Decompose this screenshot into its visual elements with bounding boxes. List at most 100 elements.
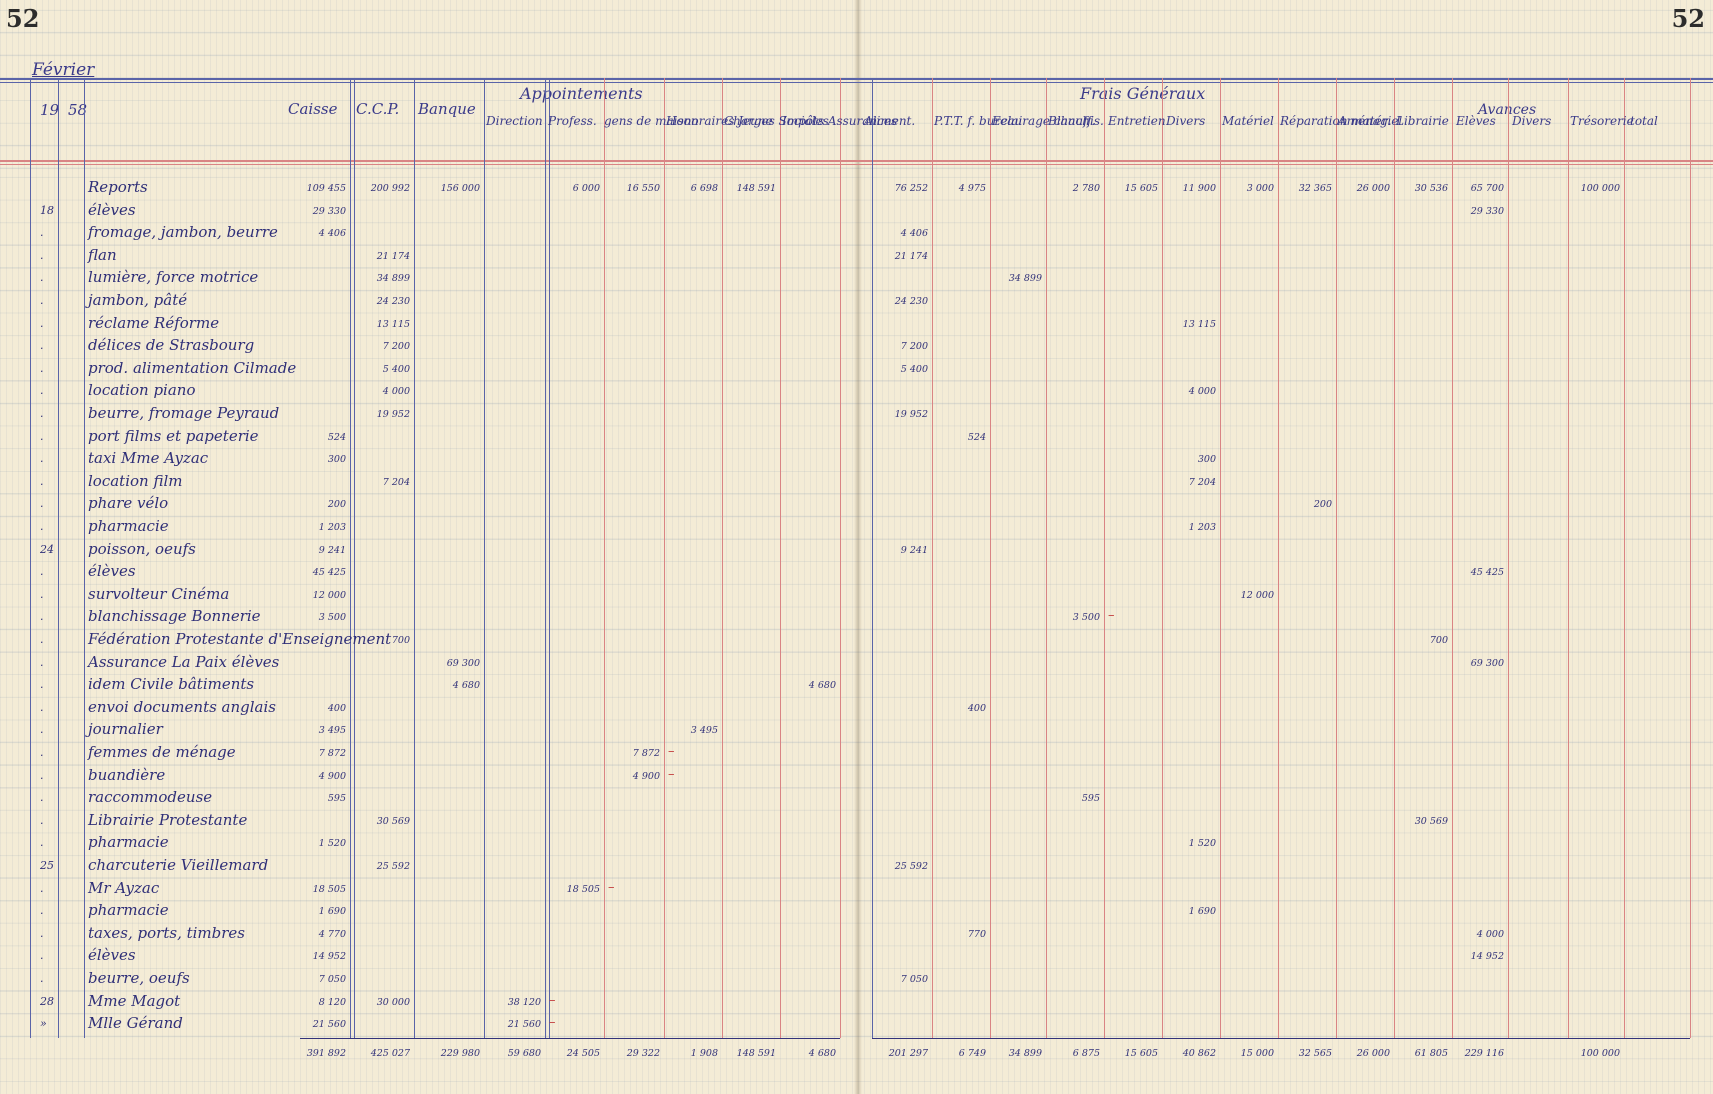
cell-caisse: 3 495 <box>318 725 346 737</box>
column-rule <box>350 78 355 1038</box>
row-description: pharmacie <box>88 517 169 535</box>
row-day: . <box>40 881 44 895</box>
row-description: Mme Magot <box>88 991 181 1010</box>
sum-rule-right <box>872 1037 1690 1039</box>
cell-ccp: 7 200 <box>382 341 410 353</box>
row-day: . <box>40 813 44 827</box>
column-rule <box>1690 78 1691 1038</box>
column-rule <box>484 78 485 1038</box>
column-rule <box>604 78 605 1038</box>
book-gutter <box>854 0 862 1094</box>
cell-ccp: 19 952 <box>376 409 410 420</box>
row-description: journalier <box>88 720 163 739</box>
column-rule <box>1046 78 1047 1038</box>
row-day: » <box>40 1017 47 1031</box>
cell-honorjeune: 6 698 <box>690 183 718 194</box>
row-description: fromage, jambon, beurre <box>88 223 278 242</box>
col-header-gensmaison: gens de maison <box>604 114 699 128</box>
col-header-reparation: Réparation matériel <box>1280 114 1403 128</box>
cell-eleves: 29 330 <box>1470 205 1504 217</box>
row-day: 28 <box>40 994 54 1008</box>
cell-ccp: 13 115 <box>376 318 410 330</box>
cell-caisse: 14 952 <box>312 951 346 963</box>
cell-amenag: 26 000 <box>1356 183 1390 194</box>
row-day: . <box>40 655 44 669</box>
cell-divers: 300 <box>1197 454 1216 466</box>
col-header-divers: Divers <box>1166 114 1206 128</box>
cell-divers: 7 204 <box>1188 476 1216 488</box>
column-rule <box>1220 78 1221 1038</box>
cell-ptt: 400 <box>967 702 986 714</box>
row-description: pharmacie <box>88 901 169 920</box>
cell-profess: 6 000 <box>572 183 600 194</box>
cell-divers: 1 203 <box>1188 522 1216 533</box>
row-day: . <box>40 746 44 759</box>
row-description: Mr Ayzac <box>88 878 160 897</box>
cell-caisse: 4 900 <box>318 770 346 782</box>
row-day: . <box>40 339 44 353</box>
cell-caisse: 524 <box>327 431 346 443</box>
col-header-materiel: Matériel <box>1222 114 1274 128</box>
cell-tresorerie: 100 000 <box>1580 183 1620 194</box>
cell-ccp: 34 899 <box>376 273 410 285</box>
cell-caisse: 18 505 <box>312 883 346 895</box>
row-description: phare vélo <box>88 494 169 513</box>
col-header-chargessoc: Charges Sociales <box>724 114 829 128</box>
row-description: raccommodeuse <box>88 788 213 807</box>
cell-caisse: 8 120 <box>318 996 346 1008</box>
cell-banque: 69 300 <box>446 657 480 669</box>
column-rule <box>1104 78 1105 1038</box>
cell-eleves: 69 300 <box>1470 657 1504 669</box>
total-honorjeune: 1 908 <box>690 1047 718 1059</box>
cell-caisse: 29 330 <box>312 205 346 217</box>
row-description: élèves <box>88 562 136 581</box>
group-avances: Avances <box>1478 102 1536 118</box>
tick-mark: – <box>549 1015 556 1031</box>
cell-materiel: 3 000 <box>1246 183 1274 194</box>
cell-caisse: 21 560 <box>312 1019 346 1031</box>
tick-mark: – <box>668 744 675 759</box>
cell-ccp: 30 569 <box>376 815 410 827</box>
cell-eleves: 45 425 <box>1470 567 1504 579</box>
cell-aliment: 24 230 <box>894 296 928 307</box>
row-day: . <box>40 633 44 646</box>
total-ccp: 425 027 <box>370 1047 410 1059</box>
row-day: . <box>40 474 44 488</box>
cell-caisse: 7 872 <box>318 748 346 759</box>
row-day: . <box>40 294 44 307</box>
total-direction: 59 680 <box>507 1047 541 1059</box>
row-description: blanchissage Bonnerie <box>88 607 261 626</box>
row-day: 24 <box>40 542 54 556</box>
cell-caisse: 12 000 <box>312 589 346 601</box>
row-description: Reports <box>88 178 148 196</box>
cell-caisse: 1 203 <box>318 522 346 533</box>
total-chargessoc: 148 591 <box>736 1047 776 1059</box>
col-header-impots: Impôts Assurances <box>782 114 898 128</box>
total-amenag: 26 000 <box>1356 1047 1390 1059</box>
column-rule <box>58 78 59 1038</box>
row-day: . <box>40 361 44 375</box>
cell-ccp: 21 174 <box>376 250 410 262</box>
cell-aliment: 76 252 <box>894 183 928 194</box>
cell-divers: 13 115 <box>1182 318 1216 330</box>
row-description: Mlle Gérand <box>88 1014 183 1033</box>
column-rule <box>1624 78 1625 1038</box>
row-description: délices de Strasbourg <box>88 336 255 355</box>
sum-rule-left <box>300 1037 840 1039</box>
row-day: . <box>40 407 44 420</box>
cell-honorjeune: 3 495 <box>690 725 718 737</box>
cell-direction: 38 120 <box>507 996 541 1008</box>
year-part-b: 58 <box>68 101 88 119</box>
row-description: taxi Mme Ayzac <box>88 449 209 468</box>
total-reparation: 32 565 <box>1298 1047 1332 1059</box>
col-header-honorjeune: Honoraires Jeune <box>666 114 773 128</box>
row-description: envoi documents anglais <box>88 697 276 716</box>
row-description: pharmacie <box>88 833 169 852</box>
tick-mark: – <box>668 766 675 782</box>
col-header-profess: Profess. <box>548 114 597 128</box>
cell-banque: 4 680 <box>452 680 480 692</box>
column-rule <box>1394 78 1395 1038</box>
column-rule <box>932 78 933 1038</box>
col-header-entretien: Entretien <box>1108 114 1166 128</box>
